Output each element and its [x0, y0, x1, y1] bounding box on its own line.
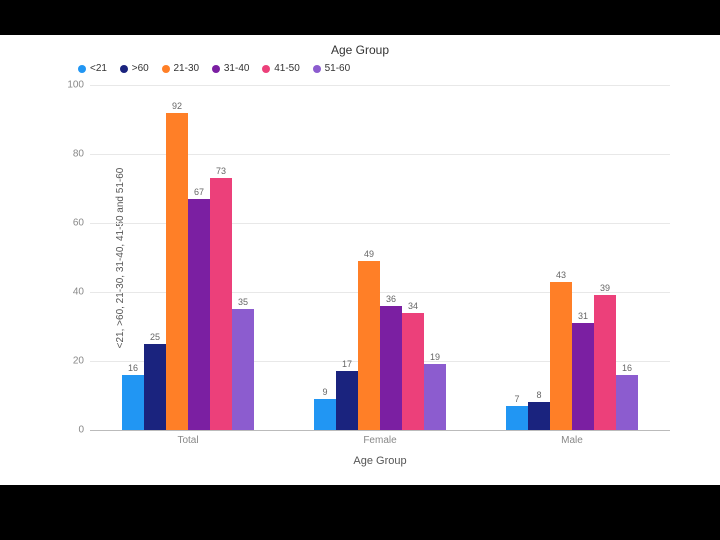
category-label-total: Total: [177, 435, 198, 446]
bar-male->60[interactable]: [528, 402, 550, 430]
plot-area: <21, >60, 21-30, 31-40, 41-50 and 51-60 …: [90, 85, 670, 430]
bar-value-label: 36: [381, 294, 401, 304]
legend-swatch-21-30: [162, 65, 170, 73]
bar-value-label: 67: [189, 187, 209, 197]
legend-label-51-60: 51-60: [325, 63, 351, 74]
bar-value-label: 43: [551, 270, 571, 280]
bar-total->60[interactable]: [144, 344, 166, 430]
bar-value-label: 16: [123, 363, 143, 373]
bar-male-51-60[interactable]: [616, 375, 638, 430]
category-label-male: Male: [561, 435, 583, 446]
y-tick-label: 100: [54, 80, 84, 91]
letterbox-top: [0, 0, 720, 35]
bar-value-label: 16: [617, 363, 637, 373]
x-axis-label: Age Group: [90, 455, 670, 467]
legend-label-41-50: 41-50: [274, 63, 300, 74]
bar-value-label: 39: [595, 283, 615, 293]
legend: <21 >60 21-30 31-40 41-50 51-60: [78, 63, 360, 74]
bar-male-21-30[interactable]: [550, 282, 572, 430]
bar-female-21-30[interactable]: [358, 261, 380, 430]
y-tick-label: 60: [54, 218, 84, 229]
y-axis-label: <21, >60, 21-30, 31-40, 41-50 and 51-60: [115, 167, 126, 348]
bar-value-label: 34: [403, 301, 423, 311]
bar-total-<21[interactable]: [122, 375, 144, 430]
bar-value-label: 31: [573, 311, 593, 321]
y-tick-label: 20: [54, 356, 84, 367]
legend-label-lt21: <21: [90, 63, 107, 74]
x-axis: [90, 430, 670, 431]
bar-value-label: 17: [337, 359, 357, 369]
bar-female-<21[interactable]: [314, 399, 336, 430]
bar-value-label: 19: [425, 352, 445, 362]
bar-value-label: 49: [359, 249, 379, 259]
gridline: [90, 85, 670, 86]
bar-value-label: 9: [315, 387, 335, 397]
legend-swatch-lt21: [78, 65, 86, 73]
bar-value-label: 8: [529, 390, 549, 400]
legend-swatch-41-50: [262, 65, 270, 73]
bar-female-51-60[interactable]: [424, 364, 446, 430]
bar-value-label: 73: [211, 166, 231, 176]
chart-stage: Age Group <21 >60 21-30 31-40 41-50 51-6…: [0, 35, 720, 485]
y-tick-label: 80: [54, 149, 84, 160]
bar-male-41-50[interactable]: [594, 295, 616, 430]
y-tick-label: 40: [54, 287, 84, 298]
bar-value-label: 7: [507, 394, 527, 404]
bar-value-label: 35: [233, 297, 253, 307]
chart-title: Age Group: [0, 43, 720, 57]
bar-female->60[interactable]: [336, 371, 358, 430]
legend-swatch-31-40: [212, 65, 220, 73]
legend-swatch-gt60: [120, 65, 128, 73]
bar-total-21-30[interactable]: [166, 113, 188, 430]
category-label-female: Female: [363, 435, 396, 446]
legend-swatch-51-60: [313, 65, 321, 73]
bar-total-31-40[interactable]: [188, 199, 210, 430]
bar-value-label: 92: [167, 101, 187, 111]
bar-value-label: 25: [145, 332, 165, 342]
bar-total-41-50[interactable]: [210, 178, 232, 430]
legend-label-31-40: 31-40: [224, 63, 250, 74]
letterbox-bottom: [0, 485, 720, 540]
y-tick-label: 0: [54, 425, 84, 436]
legend-label-21-30: 21-30: [174, 63, 200, 74]
bar-total-51-60[interactable]: [232, 309, 254, 430]
bar-female-31-40[interactable]: [380, 306, 402, 430]
bar-male-<21[interactable]: [506, 406, 528, 430]
bar-female-41-50[interactable]: [402, 313, 424, 430]
bar-male-31-40[interactable]: [572, 323, 594, 430]
legend-label-gt60: >60: [132, 63, 149, 74]
